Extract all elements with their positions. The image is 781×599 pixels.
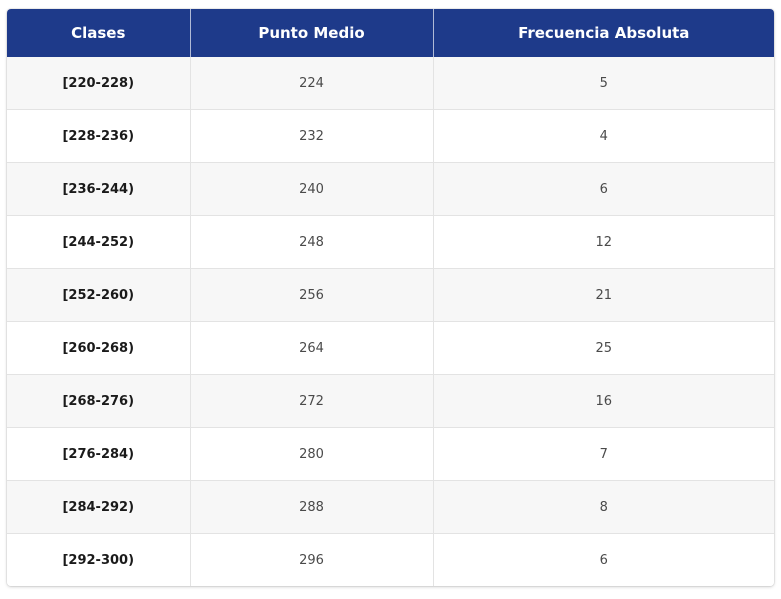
- table-row: [268-276) 272 16: [7, 374, 774, 428]
- table-body: [220-228) 224 5 [228-236) 232 4 [236-244…: [7, 57, 774, 586]
- table-row: [292-300) 296 6: [7, 533, 774, 586]
- cell-clase: [220-228): [7, 57, 191, 110]
- cell-clase: [260-268): [7, 321, 191, 375]
- cell-clase: [268-276): [7, 374, 191, 428]
- header-frecuencia-absoluta: Frecuencia Absoluta: [433, 9, 774, 57]
- cell-punto-medio: 224: [190, 57, 434, 110]
- cell-clase: [252-260): [7, 268, 191, 322]
- cell-frecuencia: 8: [433, 480, 774, 534]
- table-row: [260-268) 264 25: [7, 321, 774, 375]
- cell-punto-medio: 248: [190, 215, 434, 269]
- cell-frecuencia: 4: [433, 109, 774, 163]
- cell-clase: [244-252): [7, 215, 191, 269]
- cell-clase: [228-236): [7, 109, 191, 163]
- cell-frecuencia: 6: [433, 533, 774, 586]
- table-row: [236-244) 240 6: [7, 162, 774, 216]
- cell-frecuencia: 25: [433, 321, 774, 375]
- cell-frecuencia: 16: [433, 374, 774, 428]
- frequency-table-card: Clases Punto Medio Frecuencia Absoluta […: [7, 9, 774, 586]
- cell-clase: [276-284): [7, 427, 191, 481]
- cell-punto-medio: 288: [190, 480, 434, 534]
- cell-punto-medio: 280: [190, 427, 434, 481]
- cell-frecuencia: 6: [433, 162, 774, 216]
- table-row: [252-260) 256 21: [7, 268, 774, 322]
- cell-punto-medio: 240: [190, 162, 434, 216]
- cell-punto-medio: 264: [190, 321, 434, 375]
- cell-clase: [236-244): [7, 162, 191, 216]
- cell-punto-medio: 256: [190, 268, 434, 322]
- table-header: Clases Punto Medio Frecuencia Absoluta: [7, 9, 774, 57]
- frequency-table: Clases Punto Medio Frecuencia Absoluta […: [7, 9, 774, 586]
- header-row: Clases Punto Medio Frecuencia Absoluta: [7, 9, 774, 57]
- cell-frecuencia: 21: [433, 268, 774, 322]
- cell-frecuencia: 12: [433, 215, 774, 269]
- cell-punto-medio: 232: [190, 109, 434, 163]
- cell-punto-medio: 296: [190, 533, 434, 586]
- cell-clase: [284-292): [7, 480, 191, 534]
- table-row: [284-292) 288 8: [7, 480, 774, 534]
- table-row: [244-252) 248 12: [7, 215, 774, 269]
- cell-punto-medio: 272: [190, 374, 434, 428]
- header-clases: Clases: [7, 9, 191, 57]
- cell-clase: [292-300): [7, 533, 191, 586]
- cell-frecuencia: 7: [433, 427, 774, 481]
- table-row: [220-228) 224 5: [7, 57, 774, 110]
- table-row: [276-284) 280 7: [7, 427, 774, 481]
- header-punto-medio: Punto Medio: [190, 9, 434, 57]
- cell-frecuencia: 5: [433, 57, 774, 110]
- table-row: [228-236) 232 4: [7, 109, 774, 163]
